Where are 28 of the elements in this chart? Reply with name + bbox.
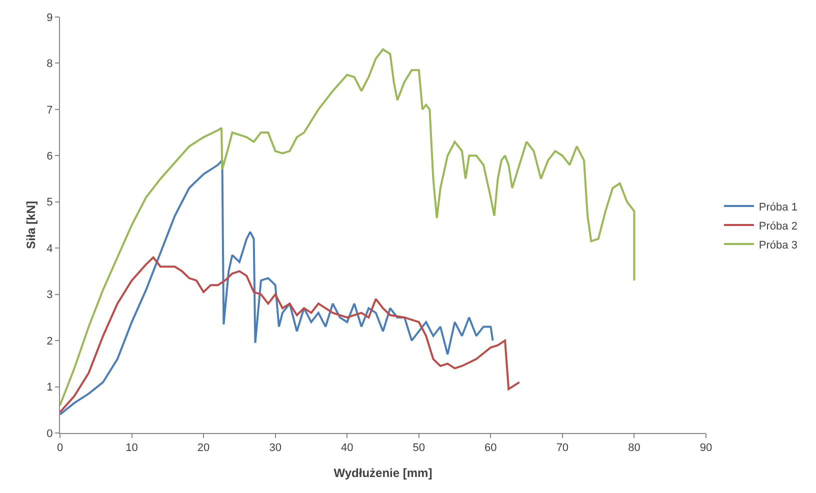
x-tick-label: 70 [556, 442, 569, 454]
y-tick-label: 0 [46, 428, 53, 440]
legend-label: Próba 3 [758, 239, 798, 252]
line-series [60, 256, 520, 414]
x-tick-label: 80 [628, 442, 640, 454]
x-axis-title: Wydłużenie [mm] [334, 466, 432, 480]
y-tick-label: 8 [46, 58, 53, 70]
y-tick-label: 9 [46, 12, 53, 24]
x-tick-label: 20 [197, 442, 210, 454]
legend-label: Próba 2 [758, 220, 798, 232]
y-tick-label: 2 [46, 335, 53, 348]
y-tick-label: 6 [46, 150, 53, 163]
line-series [60, 48, 636, 406]
y-tick-label: 7 [46, 104, 53, 116]
x-tick-label: 50 [412, 442, 426, 454]
legend-label: Próba 1 [758, 201, 798, 214]
x-tick-label: 0 [56, 442, 64, 454]
y-tick-label: 1 [46, 382, 53, 394]
y-tick-label: 5 [46, 196, 53, 209]
x-tick-label: 90 [700, 442, 712, 454]
x-tick-label: 60 [484, 442, 497, 454]
y-axis-title: Siła [kN] [24, 200, 38, 250]
y-tick-label: 4 [46, 242, 53, 255]
x-tick-label: 10 [126, 442, 138, 454]
x-tick-label: 40 [340, 442, 354, 454]
line-series [60, 159, 494, 416]
y-tick-label: 3 [46, 289, 53, 302]
x-tick-label: 30 [269, 442, 282, 454]
